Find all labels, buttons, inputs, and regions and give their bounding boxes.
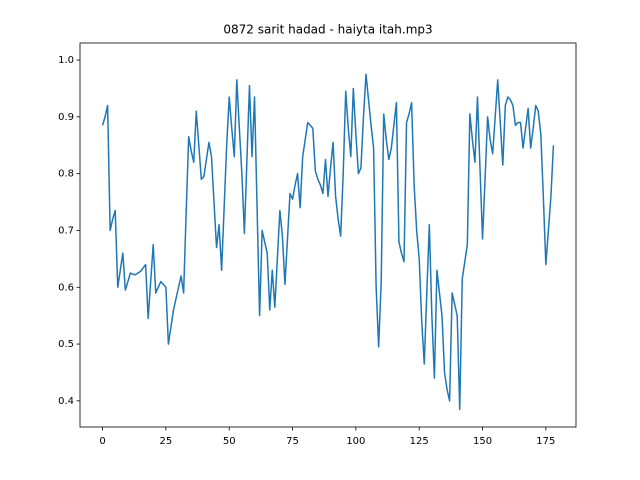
y-tick-label: 0.8 xyxy=(58,169,74,180)
y-tick-label: 0.5 xyxy=(58,339,74,350)
x-tick-label: 100 xyxy=(346,436,365,447)
y-tick-label: 0.4 xyxy=(58,396,74,407)
y-tick-label: 0.6 xyxy=(58,282,74,293)
x-tick-label: 125 xyxy=(410,436,429,447)
y-tick-label: 1.0 xyxy=(58,55,74,66)
x-tick-label: 0 xyxy=(99,436,105,447)
x-tick-label: 175 xyxy=(536,436,555,447)
x-tick-label: 50 xyxy=(223,436,236,447)
chart-title: 0872 sarit hadad - haiyta itah.mp3 xyxy=(223,23,432,37)
y-tick-label: 0.7 xyxy=(58,225,74,236)
data-line xyxy=(101,73,555,411)
x-tick-label: 25 xyxy=(160,436,173,447)
y-tick-label: 0.9 xyxy=(58,112,74,123)
axes-frame xyxy=(79,42,577,428)
x-tick-label: 75 xyxy=(286,436,299,447)
x-tick-label: 150 xyxy=(473,436,492,447)
